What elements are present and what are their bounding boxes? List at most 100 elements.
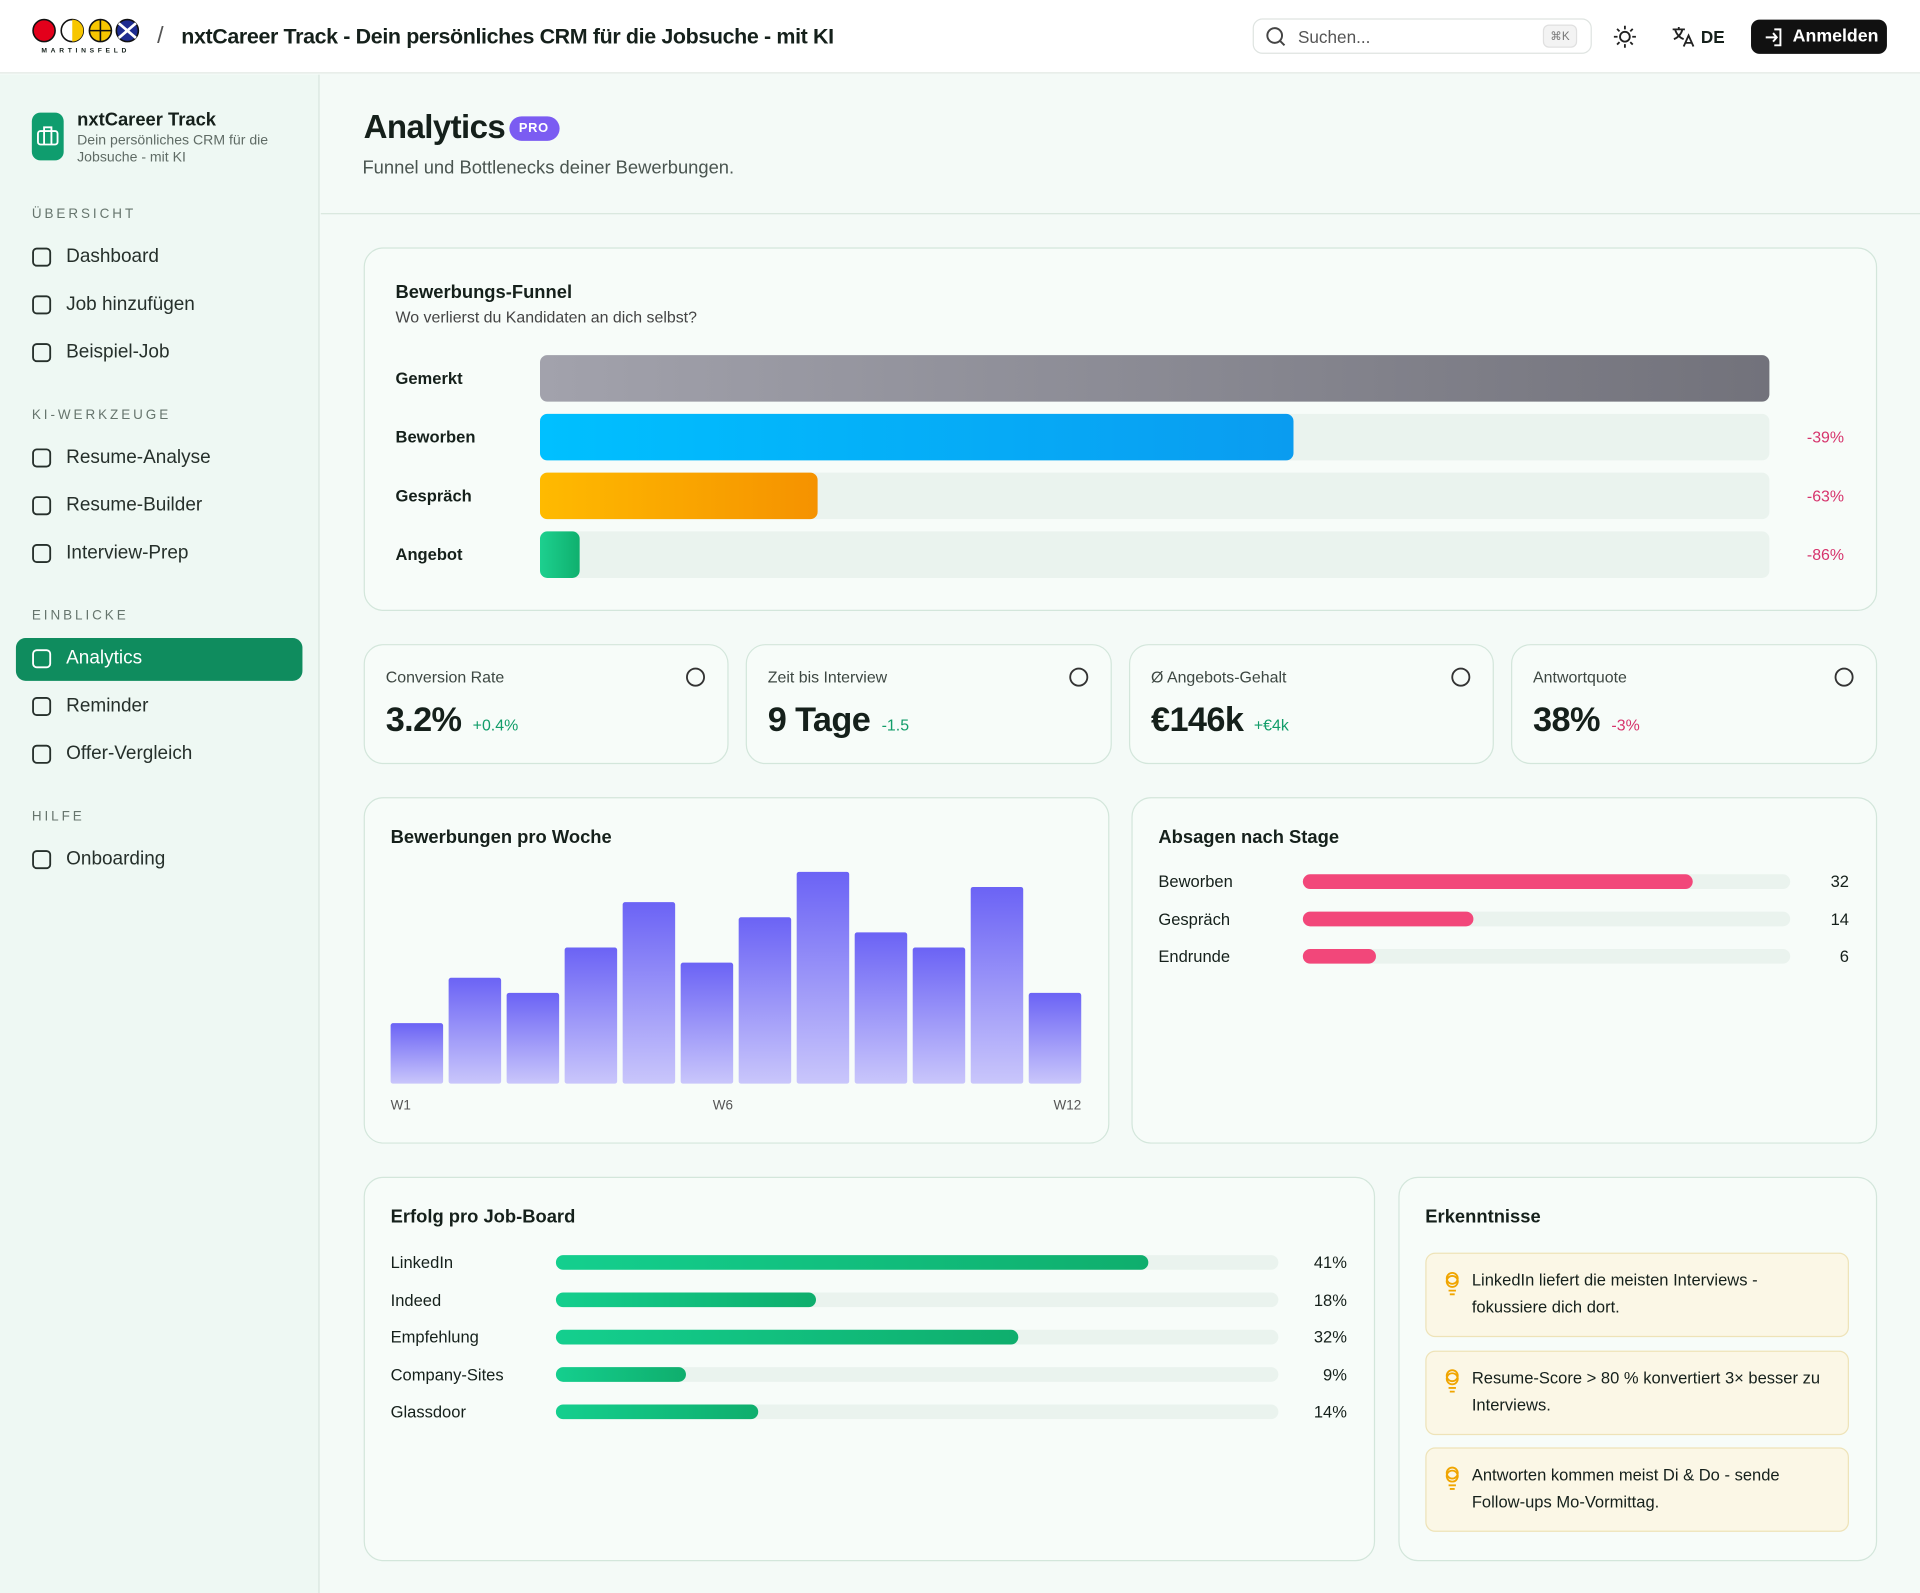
sidebar-item[interactable]: Analytics [66,647,143,669]
board-label: Glassdoor [390,1402,466,1422]
x-tick-label: W12 [1053,1098,1082,1114]
board-value: 18% [1313,1290,1347,1309]
board-label: Empfehlung [390,1327,479,1347]
shortcut-label: ⌘K [1550,30,1570,44]
funnel-value: 124 [1728,369,1755,388]
funnel-value: 28 [785,486,803,506]
card-title: Erkenntnisse [1425,1206,1541,1228]
kpi-label: Antwortquote [1533,667,1627,687]
kpi-label: Ø Angebots-Gehalt [1151,667,1287,687]
card-title: Bewerbungen pro Woche [390,827,612,848]
insight-box [1425,1350,1849,1435]
job-board-card [363,1176,1376,1562]
funnel-drop: -63% [1806,486,1845,506]
stage-label: Beworben [1158,872,1233,891]
kpi-delta: -1.5 [881,715,910,735]
card-subtitle: Wo verlierst du Kandidaten an dich selbs… [395,307,697,327]
sidebar-section-title: HILFE [31,809,85,825]
board-value: 32% [1313,1327,1347,1347]
funnel-label: Beworben [395,427,476,447]
kpi-card [1128,644,1494,765]
kpi-card [1511,644,1878,765]
kpi-delta: +€4k [1253,715,1289,735]
sidebar-section-title: ÜBERSICHT [31,206,137,222]
header-divider [320,213,1920,215]
card-title: Bewerbungs-Funnel [395,282,573,304]
kpi-value: 9 Tage [767,700,871,739]
sidebar-item[interactable]: Beispiel-Job [66,341,170,363]
login-label[interactable]: Anmelden [1792,26,1879,47]
breadcrumb-separator: / [157,23,164,49]
sidebar-section-title: EINBLICKE [31,608,129,624]
card-title: Absagen nach Stage [1158,827,1340,848]
x-tick-label: W1 [390,1098,411,1114]
app-tagline: Dein persönliches CRM für die Jobsuche -… [77,133,269,166]
rejection-value: 14 [1830,909,1849,929]
page-subtitle: Funnel und Bottlenecks deiner Bewerbunge… [362,157,735,179]
sidebar-item[interactable]: Job hinzufügen [66,293,195,315]
weekly-card [363,797,1110,1144]
board-value: 41% [1313,1253,1347,1272]
stage-label: Endrunde [1158,947,1231,966]
shortcut-key [1542,24,1578,48]
board-value: 14% [1313,1402,1347,1422]
funnel-value: 76 [1261,427,1279,447]
search-box[interactable] [1252,18,1592,54]
sidebar-item[interactable]: Resume-Analyse [66,446,211,468]
board-label: Indeed [390,1290,442,1309]
kpi-card [745,644,1112,765]
sidebar-item[interactable]: Dashboard [66,246,159,267]
funnel-label: Gespräch [395,486,472,506]
app-title: nxtCareer Track - Dein persönliches CRM … [181,23,834,49]
kpi-delta: -3% [1611,715,1640,735]
board-value: 9% [1323,1365,1347,1384]
kpi-label: Conversion Rate [385,667,505,687]
funnel-label: Gemerkt [395,369,463,388]
app-name: nxtCareer Track [77,109,217,131]
insight-text: LinkedIn liefert die meisten Interviews … [1471,1271,1758,1317]
kpi-card [363,644,729,765]
sidebar-item[interactable]: Onboarding [66,848,166,870]
stage-label: Gespräch [1158,909,1231,929]
language-switch[interactable]: DE [1700,26,1725,47]
sidebar [0,74,320,1593]
search-placeholder[interactable]: Suchen... [1297,26,1371,47]
funnel-value: 4 [556,545,565,564]
kpi-value: 3.2% [385,700,462,739]
rejections-card [1131,797,1878,1144]
kpi-value: €146k [1151,700,1244,739]
insight-box [1425,1252,1849,1338]
kpi-value: 38% [1533,700,1600,739]
sidebar-active-bg [15,637,303,681]
kpi-delta: +0.4% [472,715,519,735]
theme-toggle[interactable] [1613,24,1637,48]
sidebar-item[interactable]: Offer-Vergleich [66,743,193,765]
brand-text: MARTINSFELD [41,47,131,56]
x-tick-label: W6 [712,1098,733,1114]
brand-logo [32,18,140,43]
top-bar [0,0,1920,74]
funnel-card [363,247,1878,612]
insight-box [1425,1447,1849,1532]
rejection-value: 32 [1830,872,1849,891]
badge-label: PRO [518,121,549,136]
login-icon [1765,28,1782,47]
sidebar-item[interactable]: Resume-Builder [66,494,203,516]
insight-text: Resume-Score > 80 % konvertiert 3× besse… [1471,1368,1821,1414]
sidebar-section-title: KI-WERKZEUGE [31,407,172,423]
card-title: Erfolg pro Job-Board [390,1206,576,1228]
language-icon[interactable] [1670,24,1695,48]
funnel-drop: -86% [1806,545,1845,564]
funnel-drop: -39% [1806,427,1845,447]
sidebar-item[interactable]: Interview-Prep [66,542,189,564]
kpi-label: Zeit bis Interview [767,667,888,687]
badge [509,116,560,141]
rejection-value: 6 [1839,947,1849,966]
sidebar-item[interactable]: Reminder [66,695,149,717]
board-label: LinkedIn [390,1253,454,1272]
funnel-label: Angebot [395,545,463,564]
search-icon [1266,27,1286,46]
board-label: Company-Sites [390,1365,504,1384]
